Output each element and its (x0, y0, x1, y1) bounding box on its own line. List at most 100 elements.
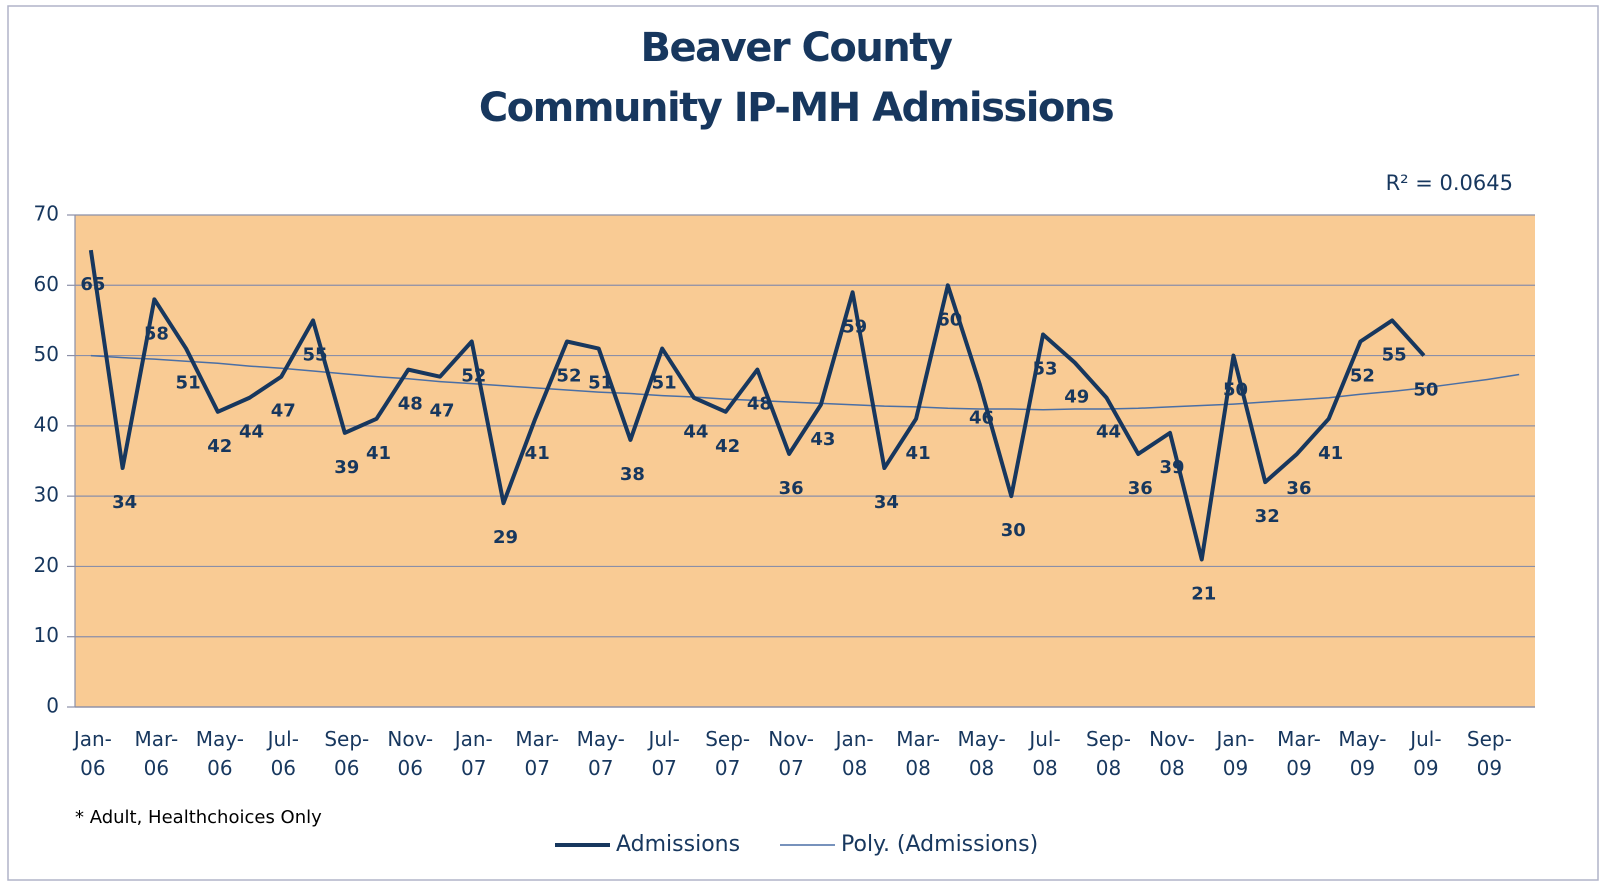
x-tick-label-line: Jan- (1214, 727, 1254, 751)
x-tick-label-line: Sep- (1086, 727, 1131, 751)
data-label: 44 (1096, 422, 1121, 443)
y-tick-label: 0 (46, 694, 59, 718)
y-tick-label: 30 (34, 483, 59, 507)
y-tick-label: 20 (34, 553, 59, 577)
x-tick-label-line: 09 (1477, 756, 1502, 780)
data-label: 46 (969, 408, 994, 429)
x-tick-label-line: 07 (524, 756, 549, 780)
x-tick-label-line: May- (957, 727, 1005, 751)
data-label: 41 (906, 443, 931, 464)
x-tick-label: Jul- 08 (1027, 727, 1060, 780)
x-tick-label: May- 06 (196, 727, 244, 780)
x-tick-label: Jan- 06 (72, 727, 112, 780)
x-tick-label-line: 07 (651, 756, 676, 780)
x-tick-label-line: Nov- (1149, 727, 1195, 751)
x-tick-label: Mar- 09 (1277, 727, 1321, 780)
x-tick-label-line: 06 (80, 756, 105, 780)
data-label: 59 (842, 316, 867, 337)
x-tick-label: Jul- 06 (266, 727, 299, 780)
x-tick-label-line: 06 (144, 756, 169, 780)
x-tick-label: Jul- 07 (646, 727, 679, 780)
data-label: 52 (1350, 366, 1375, 387)
x-tick-label-line: 07 (461, 756, 486, 780)
x-tick-label: Mar- 07 (515, 727, 559, 780)
x-tick-label: May- 09 (1338, 727, 1386, 780)
x-tick-label-line: 09 (1223, 756, 1248, 780)
data-label: 51 (588, 373, 613, 394)
data-label: 29 (493, 527, 518, 548)
x-tick-label-line: Mar- (896, 727, 940, 751)
legend-label: Poly. (Admissions) (841, 832, 1038, 857)
data-label: 50 (1413, 380, 1438, 401)
x-tick-label: Sep- 06 (324, 727, 369, 780)
x-tick-label-line: Jul- (1027, 727, 1060, 751)
r-squared: R² = 0.0645 (1386, 171, 1513, 195)
x-tick-label: May- 07 (577, 727, 625, 780)
x-tick-label-line: Jul- (1408, 727, 1441, 751)
data-label: 42 (715, 436, 740, 457)
data-label: 32 (1255, 506, 1280, 527)
data-label: 50 (1223, 380, 1248, 401)
x-tick-label: Nov- 08 (1149, 727, 1195, 780)
data-label: 42 (207, 436, 232, 457)
data-label: 53 (1033, 358, 1058, 379)
data-label: 44 (239, 422, 264, 443)
data-label: 48 (747, 394, 772, 415)
x-tick-label-line: May- (196, 727, 244, 751)
x-tick-label: Sep- 08 (1086, 727, 1131, 780)
y-tick-label: 10 (34, 623, 59, 647)
data-label: 43 (810, 429, 835, 450)
x-tick-label-line: Jan- (834, 727, 874, 751)
x-tick-label-line: Sep- (324, 727, 369, 751)
data-label: 47 (271, 401, 296, 422)
x-tick-label-line: 07 (715, 756, 740, 780)
x-tick-label-line: Sep- (1467, 727, 1512, 751)
data-label: 39 (1159, 457, 1184, 478)
x-tick-label: Nov- 06 (387, 727, 433, 780)
data-label: 49 (1064, 387, 1089, 408)
data-label: 47 (429, 401, 454, 422)
data-label: 30 (1001, 520, 1026, 541)
legend-label: Admissions (616, 832, 740, 857)
data-label: 55 (1382, 344, 1407, 365)
x-tick-label-line: Jul- (266, 727, 299, 751)
data-label: 21 (1191, 583, 1216, 604)
data-label: 65 (80, 274, 105, 295)
x-tick-label-line: Mar- (135, 727, 179, 751)
x-tick-label-line: Sep- (705, 727, 750, 751)
x-tick-label: Mar- 06 (135, 727, 179, 780)
data-label: 41 (525, 443, 550, 464)
x-tick-label-line: 08 (1096, 756, 1121, 780)
x-tick-label: Jan- 08 (834, 727, 874, 780)
data-label: 41 (366, 443, 391, 464)
x-tick-label-line: 06 (398, 756, 423, 780)
data-label: 34 (874, 492, 899, 513)
x-tick-label-line: 08 (969, 756, 994, 780)
x-tick-label: Jan- 09 (1214, 727, 1254, 780)
admissions-line (88, 249, 1426, 562)
data-label: 36 (1286, 478, 1311, 499)
x-tick-label: Jul- 09 (1408, 727, 1441, 780)
data-label: 60 (937, 309, 962, 330)
x-tick-label-line: 06 (271, 756, 296, 780)
data-label: 58 (144, 323, 169, 344)
y-tick-label: 50 (34, 342, 59, 366)
data-label: 52 (461, 366, 486, 387)
plot-area (75, 215, 1535, 707)
chart-subtitle: Community IP-MH Admissions (479, 85, 1113, 131)
x-tick-label-line: Jan- (453, 727, 493, 751)
x-tick-label-line: 06 (207, 756, 232, 780)
y-tick-label: 40 (34, 412, 59, 436)
chart-title: Beaver County (641, 25, 953, 71)
x-tick-label-line: Jan- (72, 727, 112, 751)
x-tick-label: May- 08 (957, 727, 1005, 780)
data-label: 48 (398, 394, 423, 415)
x-tick-label-line: 08 (842, 756, 867, 780)
x-tick-label-line: 09 (1350, 756, 1375, 780)
data-label: 39 (334, 457, 359, 478)
x-tick-label: Nov- 07 (768, 727, 814, 780)
x-tick-label-line: May- (1338, 727, 1386, 751)
data-label: 55 (303, 344, 328, 365)
y-tick-label: 70 (34, 202, 59, 226)
